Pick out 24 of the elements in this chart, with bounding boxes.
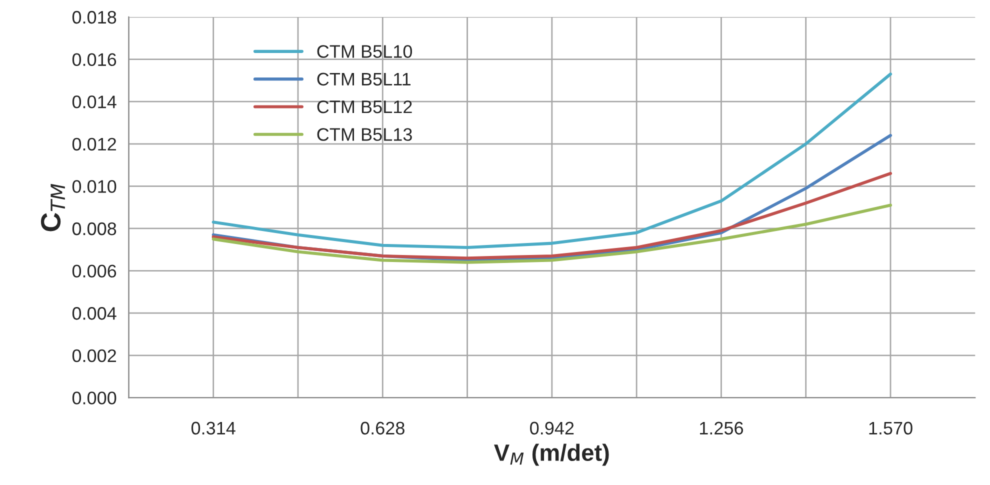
y-tick-label: 0.014 [72,96,116,108]
y-tick-label: 0.002 [72,349,116,362]
line-series [212,72,892,250]
y-tick-label: 0.000 [72,392,116,404]
y-tick-label: 0.008 [72,222,116,236]
line-series [212,172,892,260]
legend-label: CTM B5L11 [317,72,410,86]
y-axis-title: C$_{TM}$ [40,184,65,232]
y-tick-label: 0.006 [72,264,116,278]
x-tick-label: 0.628 [360,422,404,435]
x-tick-label: 1.570 [869,422,912,435]
y-tick-label: 0.010 [72,180,116,193]
legend-label: CTM B5L10 [317,45,412,58]
x-tick-label: 0.314 [191,422,236,435]
y-tick-label: 0.018 [72,10,116,24]
legend-label: CTM B5L13 [317,128,412,141]
x-axis-title: V$_{M}$ (m/det) [494,444,609,466]
x-tick-label: 0.942 [530,422,574,435]
x-tick-label: 1.256 [700,422,744,435]
line-series [212,204,892,264]
y-tick-label: 0.016 [72,53,116,66]
legend-label: CTM B5L12 [317,100,412,114]
y-tick-label: 0.012 [72,138,116,151]
y-tick-label: 0.004 [72,307,116,320]
